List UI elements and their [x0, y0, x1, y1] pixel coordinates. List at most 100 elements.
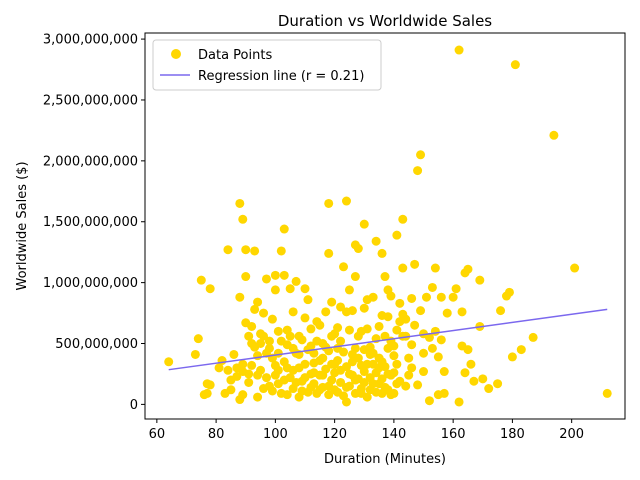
data-point [276, 246, 286, 256]
data-point [549, 130, 559, 140]
data-point [359, 303, 369, 313]
data-point [356, 388, 366, 398]
data-point [380, 272, 390, 282]
data-point [336, 302, 346, 312]
data-point [392, 359, 402, 369]
x-axis-ticks: 60 80 100 120 140 160 180 200 [149, 419, 584, 442]
points-layer [164, 45, 612, 407]
data-point [244, 369, 254, 379]
data-point [223, 245, 233, 255]
data-point [341, 196, 351, 206]
data-point [327, 297, 337, 307]
y-axis-ticks: 0 500,000,000 1,000,000,000 1,500,000,000 2,… [43, 33, 145, 413]
data-point [241, 245, 251, 255]
data-point [353, 331, 363, 341]
data-point [401, 381, 411, 391]
chart-title: Duration vs Worldwide Sales [278, 12, 492, 30]
data-point [164, 357, 174, 367]
data-point [463, 345, 473, 355]
data-point [528, 332, 538, 342]
data-point [270, 270, 280, 280]
data-point [410, 320, 420, 330]
data-point [333, 387, 343, 397]
y-tick-label: 2,000,000,000 [43, 154, 138, 169]
data-point [202, 388, 212, 398]
data-point [374, 379, 384, 389]
data-point [324, 198, 334, 208]
y-tick-label: 2,500,000,000 [43, 93, 138, 108]
data-point [270, 360, 280, 370]
data-point [457, 307, 467, 317]
x-tick-label: 80 [208, 427, 225, 442]
data-point [484, 384, 494, 394]
regression-line [168, 308, 608, 371]
data-point [493, 379, 503, 389]
data-point [398, 309, 408, 319]
data-point [430, 326, 440, 336]
data-point [247, 360, 257, 370]
data-point [392, 379, 402, 389]
data-point [291, 377, 301, 387]
regression-line-layer [168, 308, 608, 371]
data-point [253, 392, 263, 402]
data-point [321, 342, 331, 352]
data-point [244, 377, 254, 387]
data-point [350, 343, 360, 353]
data-point [303, 345, 313, 355]
data-point [421, 292, 431, 302]
plot-area [144, 32, 626, 420]
data-point [327, 359, 337, 369]
data-point [362, 359, 372, 369]
data-point [333, 323, 343, 333]
data-point [306, 382, 316, 392]
legend-marker-data-points [171, 49, 181, 59]
data-point [439, 367, 449, 377]
data-point [504, 287, 514, 297]
data-point [395, 298, 405, 308]
data-point [205, 284, 215, 294]
x-tick-label: 200 [559, 427, 584, 442]
data-point [419, 367, 429, 377]
data-point [253, 370, 263, 380]
data-point [475, 275, 485, 285]
data-point [276, 388, 286, 398]
data-point [306, 324, 316, 334]
data-point [279, 270, 289, 280]
data-point [395, 317, 405, 327]
data-point [324, 248, 334, 258]
data-point [285, 331, 295, 341]
data-point [226, 385, 236, 395]
data-point [267, 386, 277, 396]
data-point [244, 331, 254, 341]
data-point [419, 348, 429, 358]
data-point [398, 263, 408, 273]
data-point [398, 214, 408, 224]
data-point [339, 262, 349, 272]
data-point [229, 349, 239, 359]
data-point [238, 359, 248, 369]
data-point [327, 331, 337, 341]
data-point [223, 365, 233, 375]
data-point [380, 331, 390, 341]
data-point [570, 263, 580, 273]
data-point [250, 304, 260, 314]
data-point [264, 336, 274, 346]
data-point [407, 293, 417, 303]
data-point [419, 329, 429, 339]
data-point [380, 362, 390, 372]
data-point [238, 390, 248, 400]
data-point [315, 385, 325, 395]
data-point [259, 308, 269, 318]
data-point [454, 45, 464, 55]
data-point [436, 335, 446, 345]
data-point [433, 390, 443, 400]
data-point [407, 340, 417, 350]
data-point [270, 285, 280, 295]
data-point [297, 335, 307, 345]
data-point [430, 263, 440, 273]
data-point [309, 358, 319, 368]
data-point [374, 353, 384, 363]
y-tick-label: 1,500,000,000 [43, 215, 138, 230]
data-point [276, 336, 286, 346]
data-point [261, 274, 271, 284]
